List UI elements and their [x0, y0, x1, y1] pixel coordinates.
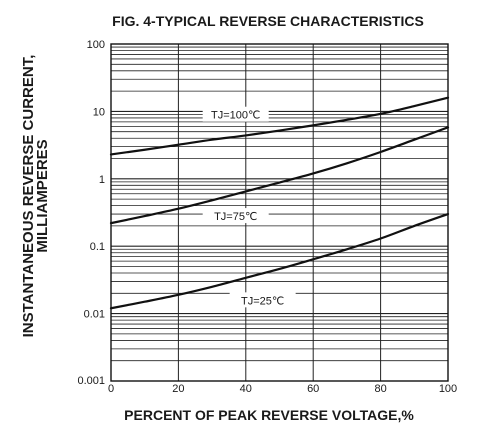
x-axis-ticks: 0 20 40 60 80 100: [108, 383, 457, 395]
x-tick-label: 100: [439, 383, 457, 395]
y-tick-label: 0.001: [77, 375, 105, 387]
x-tick-label: 40: [240, 383, 252, 395]
series-line: [109, 96, 450, 156]
y-tick-label: 10: [93, 106, 105, 118]
x-tick-label: 80: [374, 383, 386, 395]
y-tick-label: 0.1: [90, 241, 105, 253]
plot-border: [110, 43, 449, 382]
y-tick-label: 0.01: [84, 309, 105, 321]
y-axis-label-line-2: MILLIAMPERES: [34, 139, 51, 252]
y-axis-label-line-1: INSTANTANEOUS REVERSE CURRENT,: [20, 55, 37, 338]
series-label: TJ=25℃: [241, 295, 284, 307]
series-labels: TJ=100℃ TJ=75℃ TJ=25℃: [202, 106, 296, 308]
series-label: TJ=100℃: [211, 110, 260, 122]
x-axis-label: PERCENT OF PEAK REVERSE VOLTAGE,%: [124, 407, 414, 423]
plot-frame: [110, 43, 449, 382]
series-label-background: [202, 208, 269, 224]
series-line: [109, 212, 450, 310]
x-tick-label: 20: [172, 383, 184, 395]
series-label: TJ=75℃: [214, 211, 257, 223]
y-tick-label: 100: [87, 39, 105, 51]
series-label-background: [202, 106, 269, 122]
series-line: [109, 126, 450, 225]
series-lines: [109, 96, 450, 310]
chart-title: FIG. 4-TYPICAL REVERSE CHARACTERISTICS: [112, 13, 424, 29]
y-axis-ticks: 0.001 0.01 0.1 1 10 100: [77, 39, 105, 387]
x-tick-label: 0: [108, 383, 114, 395]
series-label-background: [229, 292, 296, 308]
x-tick-label: 60: [307, 383, 319, 395]
y-tick-label: 1: [99, 174, 105, 186]
